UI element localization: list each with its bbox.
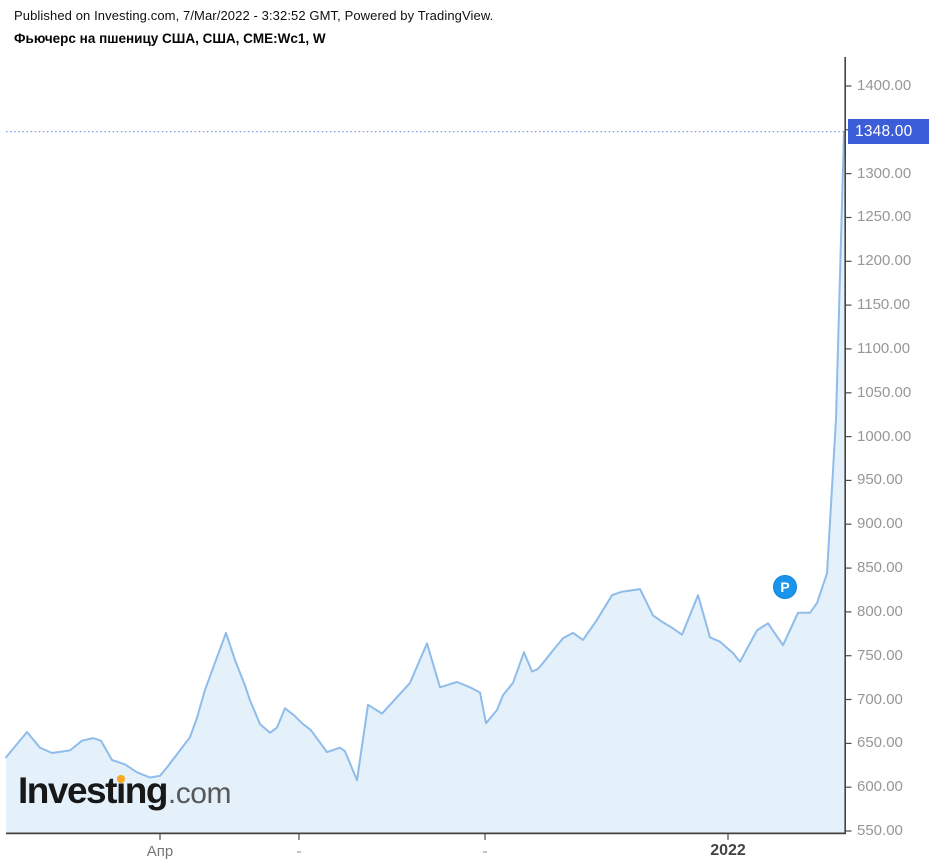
price-tick-label: 850.00 bbox=[857, 559, 903, 576]
logo-text-ng: ng bbox=[124, 770, 169, 811]
chart-title: Фьючерс на пшеницу США, США, CME:Wc1, W bbox=[14, 31, 326, 46]
publication-marker[interactable]: P bbox=[773, 575, 797, 599]
price-axis-label-column: 1400.00 1300.00 1250.00 1200.00 1150.00 1100.… bbox=[845, 0, 929, 837]
price-tick-label: 800.00 bbox=[857, 603, 903, 620]
price-tick-label: 550.00 bbox=[857, 822, 903, 837]
price-tick-label: 1000.00 bbox=[857, 428, 912, 445]
price-line bbox=[5, 130, 846, 782]
price-tick-label: 1300.00 bbox=[857, 165, 912, 182]
logo-text-invest: Invest bbox=[18, 770, 117, 811]
investing-com-logo[interactable]: Invest i ng .com bbox=[18, 770, 232, 812]
time-axis-ticks bbox=[159, 833, 729, 840]
current-price-badge: 1348.00 bbox=[848, 119, 929, 144]
price-tick-label: 1100.00 bbox=[857, 340, 911, 357]
publish-info: Published on Investing.com, 7/Mar/2022 -… bbox=[14, 8, 494, 23]
logo-text-com: .com bbox=[167, 777, 232, 810]
price-tick-label: 650.00 bbox=[857, 734, 903, 751]
price-tick-label: 1150.00 bbox=[857, 296, 911, 313]
time-tick-label: Апр bbox=[146, 843, 174, 860]
price-tick-label: 700.00 bbox=[857, 691, 903, 708]
logo-letter-i-orange-dot: i bbox=[115, 770, 126, 811]
price-area-fill bbox=[6, 131, 845, 834]
price-tick-label: 600.00 bbox=[857, 778, 903, 795]
price-tick-label: 1050.00 bbox=[857, 384, 912, 401]
price-tick-label: 950.00 bbox=[857, 471, 903, 488]
clipped-tick-label-artifact bbox=[297, 851, 301, 853]
price-tick-label: 1200.00 bbox=[857, 252, 912, 269]
price-tick-label: 900.00 bbox=[857, 515, 903, 532]
clipped-tick-label-artifact bbox=[483, 851, 487, 853]
price-axis-ticks bbox=[845, 85, 852, 832]
price-tick-label: 1250.00 bbox=[857, 208, 912, 225]
price-tick-label: 750.00 bbox=[857, 647, 903, 664]
time-tick-label: 2022 bbox=[710, 842, 746, 859]
price-tick-label: 1400.00 bbox=[857, 77, 912, 94]
